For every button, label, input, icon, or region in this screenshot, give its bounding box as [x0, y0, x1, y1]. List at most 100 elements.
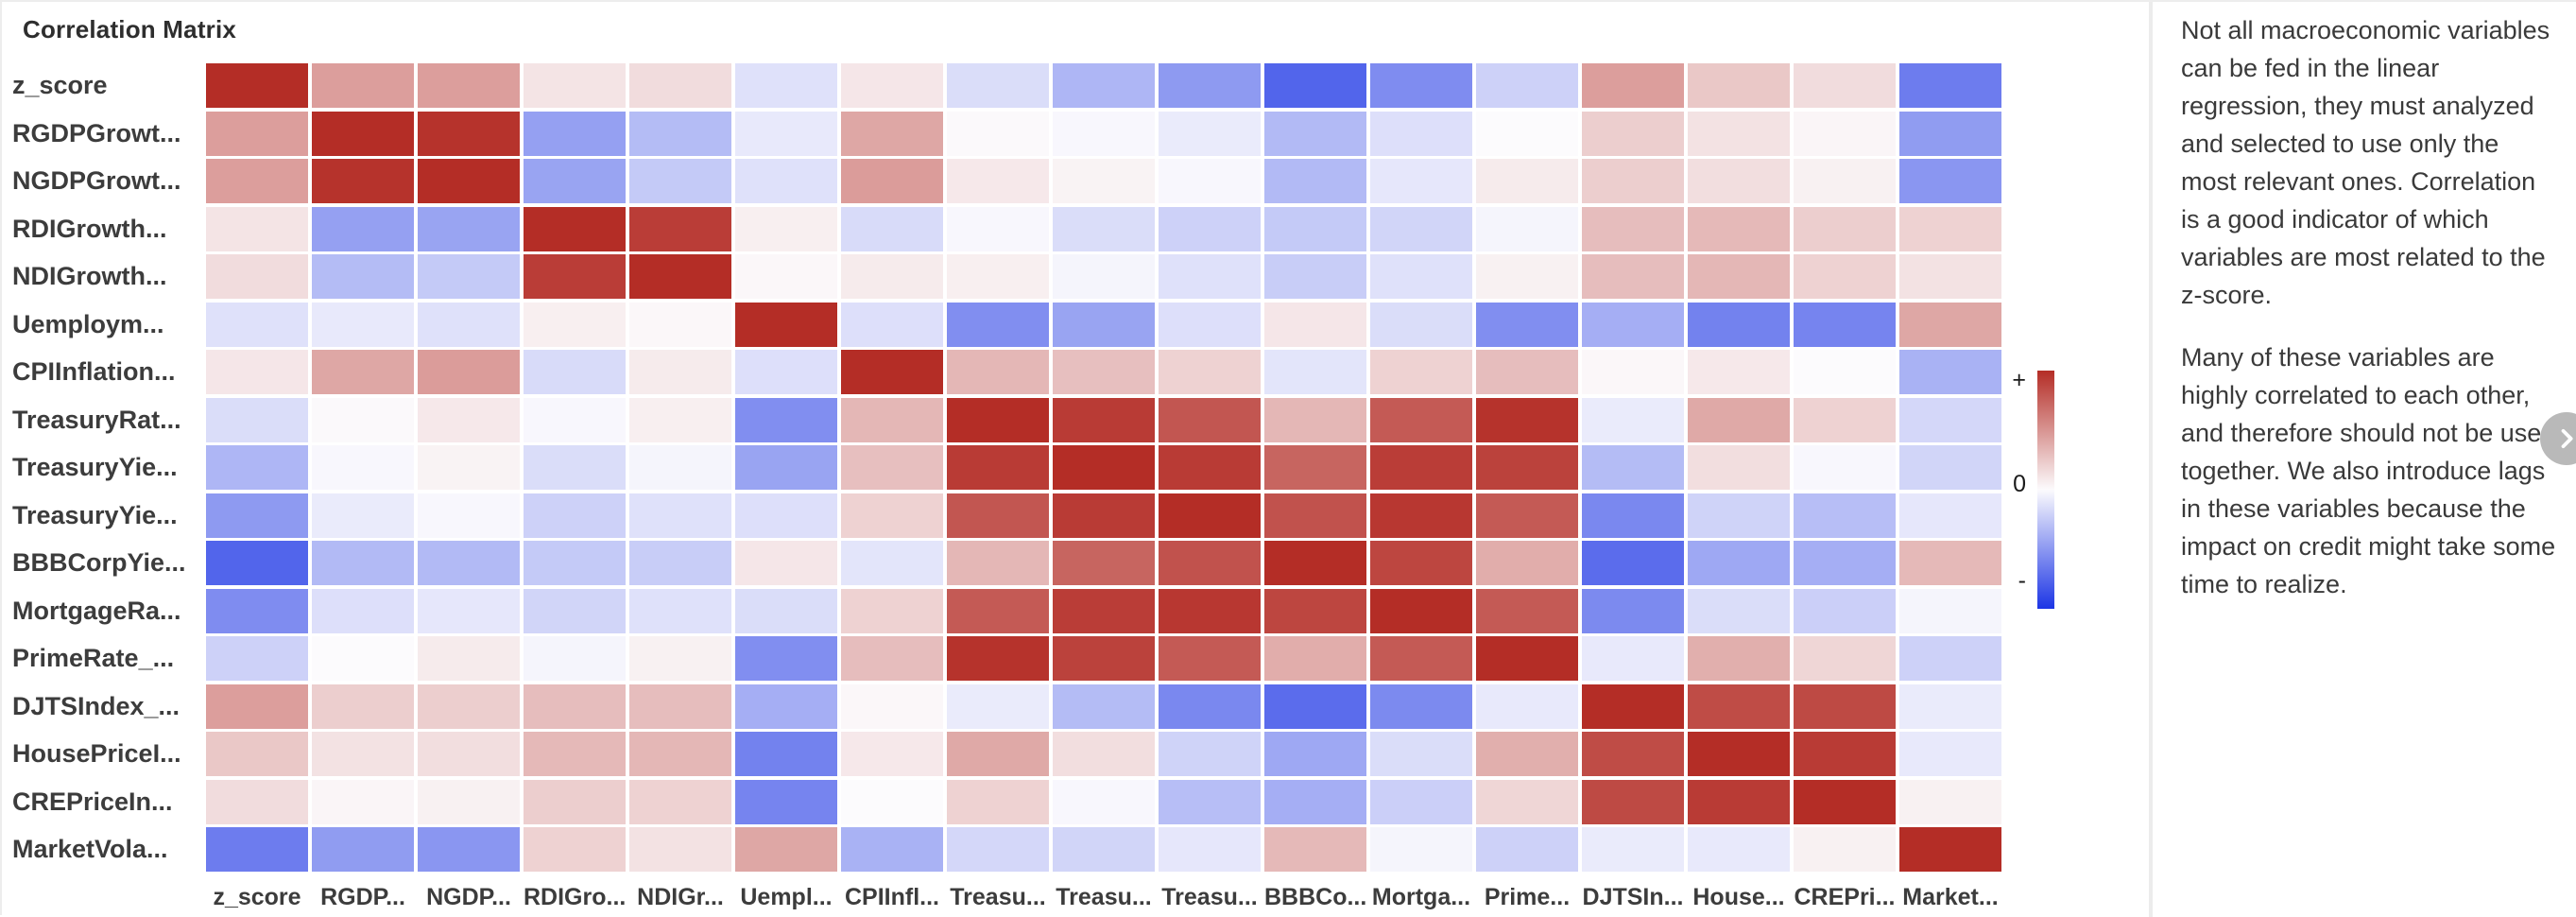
heatmap-cell[interactable]	[629, 636, 731, 681]
heatmap-cell[interactable]	[1370, 589, 1472, 633]
heatmap-cell[interactable]	[629, 493, 731, 538]
heatmap-cell[interactable]	[947, 684, 1049, 729]
heatmap-cell[interactable]	[1159, 827, 1261, 872]
heatmap-cell[interactable]	[418, 684, 520, 729]
heatmap-cell[interactable]	[1053, 398, 1155, 442]
heatmap-cell[interactable]	[312, 732, 414, 776]
heatmap-cell[interactable]	[1053, 589, 1155, 633]
heatmap-cell[interactable]	[524, 684, 626, 729]
heatmap-cell[interactable]	[206, 63, 308, 108]
heatmap-cell[interactable]	[1688, 303, 1790, 347]
heatmap-cell[interactable]	[1899, 159, 2001, 203]
heatmap-cell[interactable]	[947, 541, 1049, 585]
heatmap-cell[interactable]	[312, 159, 414, 203]
heatmap-cell[interactable]	[1899, 63, 2001, 108]
heatmap-cell[interactable]	[629, 684, 731, 729]
heatmap-cell[interactable]	[1264, 541, 1366, 585]
heatmap-cell[interactable]	[735, 112, 837, 156]
heatmap-cell[interactable]	[1899, 112, 2001, 156]
heatmap-cell[interactable]	[1582, 636, 1684, 681]
heatmap-cell[interactable]	[524, 732, 626, 776]
heatmap-cell[interactable]	[1794, 350, 1896, 394]
heatmap-cell[interactable]	[524, 303, 626, 347]
heatmap-cell[interactable]	[418, 589, 520, 633]
heatmap-cell[interactable]	[1688, 732, 1790, 776]
heatmap-cell[interactable]	[418, 303, 520, 347]
heatmap-cell[interactable]	[1582, 398, 1684, 442]
heatmap-cell[interactable]	[1159, 303, 1261, 347]
heatmap-cell[interactable]	[1370, 112, 1472, 156]
heatmap-cell[interactable]	[1582, 254, 1684, 299]
heatmap-cell[interactable]	[418, 207, 520, 251]
heatmap-cell[interactable]	[1794, 732, 1896, 776]
heatmap-cell[interactable]	[1899, 350, 2001, 394]
heatmap-cell[interactable]	[735, 398, 837, 442]
heatmap-cell[interactable]	[1476, 541, 1578, 585]
heatmap-cell[interactable]	[1370, 350, 1472, 394]
heatmap-cell[interactable]	[1053, 636, 1155, 681]
heatmap-cell[interactable]	[1264, 780, 1366, 824]
heatmap-cell[interactable]	[1159, 732, 1261, 776]
heatmap-cell[interactable]	[947, 159, 1049, 203]
heatmap-cell[interactable]	[206, 445, 308, 490]
heatmap-cell[interactable]	[1159, 493, 1261, 538]
heatmap-cell[interactable]	[1794, 589, 1896, 633]
heatmap-cell[interactable]	[1476, 589, 1578, 633]
heatmap-cell[interactable]	[206, 541, 308, 585]
heatmap-cell[interactable]	[841, 159, 943, 203]
heatmap-cell[interactable]	[1159, 159, 1261, 203]
heatmap-cell[interactable]	[312, 780, 414, 824]
heatmap-cell[interactable]	[1370, 732, 1472, 776]
heatmap-cell[interactable]	[1053, 732, 1155, 776]
heatmap-cell[interactable]	[1688, 207, 1790, 251]
heatmap-cell[interactable]	[1476, 445, 1578, 490]
heatmap-cell[interactable]	[206, 827, 308, 872]
heatmap-cell[interactable]	[524, 112, 626, 156]
heatmap-cell[interactable]	[206, 350, 308, 394]
heatmap-cell[interactable]	[1264, 159, 1366, 203]
heatmap-cell[interactable]	[418, 398, 520, 442]
heatmap-cell[interactable]	[629, 112, 731, 156]
heatmap-cell[interactable]	[1582, 589, 1684, 633]
heatmap-cell[interactable]	[1264, 303, 1366, 347]
heatmap-cell[interactable]	[1053, 112, 1155, 156]
heatmap-cell[interactable]	[947, 636, 1049, 681]
heatmap-cell[interactable]	[841, 63, 943, 108]
heatmap-cell[interactable]	[1899, 780, 2001, 824]
heatmap-cell[interactable]	[206, 493, 308, 538]
heatmap-cell[interactable]	[947, 398, 1049, 442]
heatmap-cell[interactable]	[1476, 159, 1578, 203]
heatmap-cell[interactable]	[524, 445, 626, 490]
heatmap-cell[interactable]	[841, 112, 943, 156]
heatmap-cell[interactable]	[947, 445, 1049, 490]
heatmap-cell[interactable]	[1688, 159, 1790, 203]
heatmap-cell[interactable]	[841, 827, 943, 872]
heatmap-cell[interactable]	[1264, 636, 1366, 681]
heatmap-cell[interactable]	[1794, 684, 1896, 729]
heatmap-cell[interactable]	[312, 493, 414, 538]
heatmap-cell[interactable]	[1582, 541, 1684, 585]
heatmap-cell[interactable]	[735, 493, 837, 538]
heatmap-cell[interactable]	[947, 207, 1049, 251]
heatmap-cell[interactable]	[1053, 684, 1155, 729]
heatmap-cell[interactable]	[312, 541, 414, 585]
heatmap-cell[interactable]	[1053, 350, 1155, 394]
heatmap-cell[interactable]	[1794, 493, 1896, 538]
heatmap-cell[interactable]	[947, 493, 1049, 538]
heatmap-cell[interactable]	[1899, 493, 2001, 538]
heatmap-cell[interactable]	[206, 398, 308, 442]
heatmap-cell[interactable]	[1476, 732, 1578, 776]
heatmap-cell[interactable]	[312, 63, 414, 108]
heatmap-cell[interactable]	[524, 636, 626, 681]
heatmap-cell[interactable]	[524, 63, 626, 108]
heatmap-cell[interactable]	[418, 732, 520, 776]
heatmap-cell[interactable]	[1370, 780, 1472, 824]
heatmap-cell[interactable]	[1688, 589, 1790, 633]
heatmap-cell[interactable]	[947, 780, 1049, 824]
heatmap-cell[interactable]	[735, 207, 837, 251]
heatmap-cell[interactable]	[418, 827, 520, 872]
heatmap-cell[interactable]	[841, 398, 943, 442]
heatmap-cell[interactable]	[1476, 207, 1578, 251]
heatmap-cell[interactable]	[1582, 827, 1684, 872]
heatmap-cell[interactable]	[1264, 350, 1366, 394]
